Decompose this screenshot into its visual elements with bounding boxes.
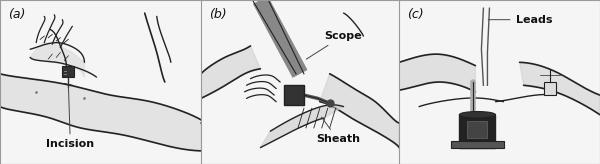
Polygon shape — [201, 46, 260, 98]
Text: Sheath: Sheath — [316, 117, 360, 144]
Text: Incision: Incision — [46, 86, 94, 149]
Bar — [62, 66, 74, 77]
Bar — [544, 82, 556, 95]
Polygon shape — [320, 74, 399, 148]
Bar — [284, 85, 304, 105]
Polygon shape — [520, 62, 600, 115]
Polygon shape — [399, 54, 475, 92]
Bar — [460, 115, 496, 148]
Text: Scope: Scope — [307, 31, 361, 59]
Bar — [467, 121, 487, 138]
Polygon shape — [260, 105, 344, 148]
Ellipse shape — [460, 112, 496, 118]
Text: (a): (a) — [8, 8, 25, 21]
Polygon shape — [30, 43, 85, 77]
Text: (b): (b) — [209, 8, 227, 21]
Polygon shape — [0, 74, 201, 151]
Text: Leads: Leads — [488, 15, 552, 25]
Bar — [451, 141, 503, 148]
Text: (c): (c) — [407, 8, 424, 21]
